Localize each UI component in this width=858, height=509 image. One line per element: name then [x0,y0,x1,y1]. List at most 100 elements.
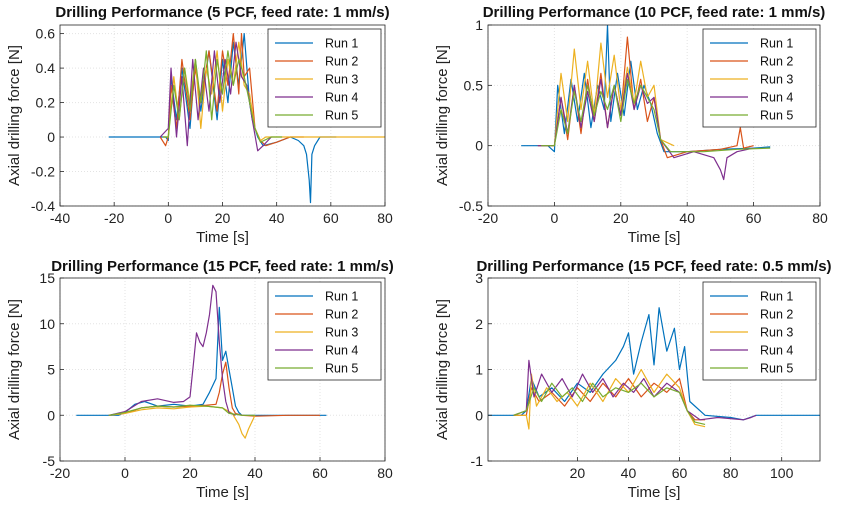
x-tick-label: 80 [723,465,739,481]
legend-label: Run 3 [760,326,793,340]
y-tick-label: 0.6 [36,26,56,42]
series-group [76,284,327,439]
x-tick-label: 20 [613,210,629,226]
y-tick-label: 0 [47,129,55,145]
x-tick-label: -20 [50,465,70,481]
x-axis-label: Time [s] [196,484,249,501]
x-tick-label: 60 [323,210,339,226]
legend-label: Run 4 [325,344,358,358]
x-axis-label: Time [s] [628,229,681,246]
legend: Run 1 Run 2 Run 3 Run 4 Run 5 [267,28,382,128]
legend-box [702,281,817,381]
series-line-run-5 [108,404,255,416]
y-axis-label: Axial drilling force [N] [434,45,451,186]
y-tick-label: 0 [475,138,483,154]
y-tick-label: 5 [47,362,55,378]
y-axis-label: Axial drilling force [N] [6,299,23,440]
y-tick-label: 0.2 [36,95,56,111]
y-tick-label: -1 [471,453,484,469]
x-axis-label: Time [s] [628,484,681,501]
axes-box [487,24,821,207]
series-group [108,32,385,204]
legend-label: Run 1 [325,290,358,304]
x-tick-label: 0 [164,210,172,226]
series-group [521,25,771,181]
chart-title: Drilling Performance (15 PCF, feed rate:… [51,258,394,275]
legend: Run 1 Run 2 Run 3 Run 4 Run 5 [267,281,382,381]
legend-label: Run 2 [760,308,793,322]
legend-label: Run 1 [760,290,793,304]
y-tick-label: 10 [39,316,55,332]
x-tick-label: 40 [269,210,285,226]
legend-label: Run 3 [760,73,793,87]
x-tick-label: 20 [570,465,586,481]
legend-box [267,281,382,381]
y-tick-label: 3 [475,270,483,286]
x-tick-label: 0 [551,210,559,226]
y-tick-label: 0.5 [464,77,484,93]
legend-label: Run 2 [325,308,358,322]
y-tick-label: 15 [39,270,55,286]
x-tick-label: -20 [104,210,124,226]
legend: Run 1 Run 2 Run 3 Run 4 Run 5 [702,28,817,128]
y-tick-label: -5 [43,453,56,469]
y-axis-label: Axial drilling force [N] [434,299,451,440]
legend-box [702,28,817,128]
x-tick-label: 80 [377,210,393,226]
y-tick-label: 0 [47,407,55,423]
y-tick-label: 2 [475,316,483,332]
x-tick-label: 20 [182,465,198,481]
chart-title: Drilling Performance (15 PCF, feed rate:… [476,258,831,275]
x-tick-label: 40 [621,465,637,481]
legend-label: Run 1 [325,37,358,51]
x-tick-label: -20 [478,210,498,226]
y-tick-label: 1 [475,17,483,33]
y-tick-label: 0.4 [36,60,56,76]
series-line-run-5 [162,50,283,143]
legend-label: Run 3 [325,73,358,87]
x-tick-label: 80 [812,210,828,226]
legend: Run 1 Run 2 Run 3 Run 4 Run 5 [702,281,817,381]
x-tick-label: 60 [746,210,762,226]
x-tick-label: -40 [50,210,70,226]
chart-title: Drilling Performance (5 PCF, feed rate: … [55,4,389,21]
legend-label: Run 5 [325,109,358,123]
legend-label: Run 1 [760,37,793,51]
series-line-run-4 [513,359,757,421]
chart-title: Drilling Performance (10 PCF, feed rate:… [483,4,826,21]
legend-label: Run 5 [760,109,793,123]
x-tick-label: 20 [215,210,231,226]
legend-label: Run 3 [325,326,358,340]
x-tick-label: 0 [121,465,129,481]
x-tick-label: 100 [770,465,794,481]
y-tick-label: -0.5 [459,198,483,214]
chart-panel-1: -40 -20 0 20 40 60 80 -0.4 -0.2 0 0.2 0.4 0.6 Drillin… [6,4,393,246]
series-group [488,307,820,430]
legend-label: Run 4 [760,344,793,358]
y-tick-label: -0.4 [31,198,55,214]
legend-label: Run 4 [760,91,793,105]
legend-label: Run 2 [325,55,358,69]
x-tick-label: 60 [312,465,328,481]
x-tick-label: 40 [247,465,263,481]
legend-box [267,28,382,128]
y-tick-label: 1 [475,362,483,378]
y-axis-label: Axial drilling force [N] [6,45,23,186]
x-tick-label: 40 [679,210,695,226]
legend-label: Run 2 [760,55,793,69]
series-line-run-3 [513,368,706,430]
legend-label: Run 5 [760,362,793,376]
x-tick-label: 60 [672,465,688,481]
series-line-run-5 [513,382,706,425]
series-line-run-4 [108,284,236,416]
series-line-run-5 [541,78,771,153]
y-tick-label: 0 [475,407,483,423]
legend-label: Run 4 [325,91,358,105]
legend-label: Run 5 [325,362,358,376]
x-tick-label: 80 [377,465,393,481]
y-tick-label: -0.2 [31,164,55,180]
